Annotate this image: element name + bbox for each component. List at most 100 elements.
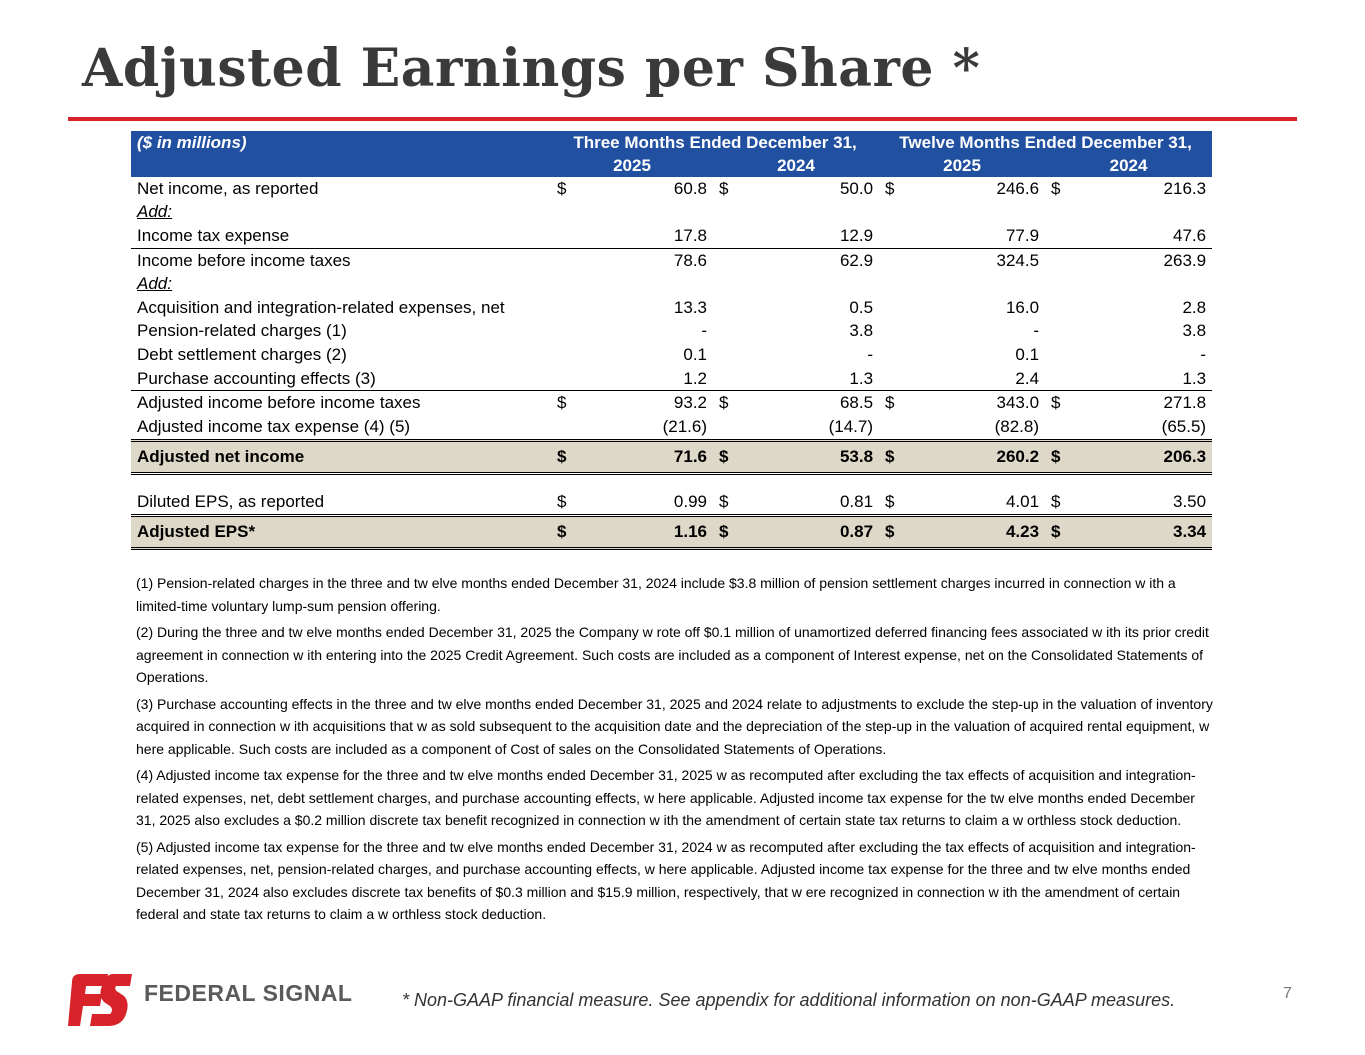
value-cell: 16.0 (1005, 297, 1040, 317)
value-cell: 1.2 (683, 368, 707, 388)
table-row: Add: (131, 201, 1212, 225)
currency-symbol (551, 343, 581, 367)
value-cell: 78.6 (581, 247, 713, 273)
value-cell: 4.01 (1005, 492, 1040, 512)
row-label: Income before income taxes (131, 247, 551, 273)
currency-symbol (1045, 343, 1075, 367)
federal-signal-logo: FEDERAL SIGNAL (68, 972, 353, 1028)
title-divider (68, 117, 1297, 121)
row-label: Purchase accounting effects (3) (137, 368, 376, 388)
currency-symbol (713, 201, 743, 225)
row-label: Adjusted EPS* (131, 514, 551, 551)
non-gaap-footnote: * Non-GAAP financial measure. See append… (402, 990, 1176, 1010)
value-cell: 2.4 (1015, 368, 1040, 388)
value-cell: 3.8 (1182, 321, 1207, 341)
currency-symbol: $ (879, 514, 910, 551)
table-row: Pension-related charges (1) - 3.8 - 3.8 (131, 320, 1212, 344)
row-label: Add: (131, 201, 551, 225)
value-cell: - (1033, 321, 1040, 341)
currency-symbol (879, 224, 909, 248)
currency-symbol (879, 296, 909, 320)
table-row: Diluted EPS, as reported $0.99 $0.81 $4.01 $… (131, 491, 1212, 516)
currency-symbol: $ (713, 438, 743, 475)
value-cell: 1.3 (849, 368, 874, 388)
table-row: Income tax expense 17.8 12.9 77.9 47.6 (131, 224, 1212, 248)
currency-symbol (1045, 272, 1075, 296)
currency-symbol: $ (719, 178, 729, 198)
page-title: Adjusted Earnings per Share * (82, 38, 981, 99)
currency-symbol: $ (1045, 390, 1076, 415)
value-cell (581, 272, 713, 296)
currency-symbol: $ (1045, 438, 1076, 475)
currency-symbol (713, 343, 743, 367)
value-cell: 0.87 (743, 514, 880, 551)
row-label: Acquisition and integration-related expe… (137, 297, 505, 317)
value-cell: 1.16 (581, 514, 713, 551)
currency-symbol: $ (1045, 514, 1076, 551)
table-row: Adjusted income before income taxes $93.2… (131, 390, 1213, 415)
value-cell: 71.6 (581, 438, 713, 475)
currency-symbol: $ (557, 492, 567, 512)
twelve-months-header: Twelve Months Ended December 31, (879, 131, 1213, 154)
value-cell: 53.8 (743, 438, 880, 475)
value-cell: 0.1 (1015, 344, 1040, 364)
currency-symbol: $ (1051, 178, 1061, 198)
value-cell: 343.0 (909, 390, 1046, 415)
value-cell: 50.0 (839, 178, 874, 198)
currency-symbol (879, 415, 909, 440)
logo-wordmark: FEDERAL SIGNAL (144, 980, 353, 1006)
table-row: Income before income taxes 78.6 62.9 324.5 2… (131, 247, 1213, 273)
table-row: Net income, as reported $60.8 $50.0 $246.6 $… (131, 177, 1212, 201)
currency-symbol (713, 272, 743, 296)
value-cell: 0.99 (673, 492, 707, 512)
value-cell: 2.8 (1182, 297, 1207, 317)
add-label: Add: (137, 274, 172, 294)
footnotes: (1) Pension-related charges in the three… (136, 572, 1216, 930)
currency-symbol: $ (885, 492, 895, 512)
currency-symbol (713, 224, 743, 248)
currency-symbol (713, 320, 743, 344)
row-label: Adjusted net income (131, 438, 551, 475)
currency-symbol (551, 201, 581, 225)
row-label: Adjusted income before income taxes (131, 390, 551, 415)
value-cell: (65.5) (1161, 416, 1207, 436)
value-cell: (14.7) (828, 416, 874, 436)
row-label: Pension-related charges (1) (137, 321, 347, 341)
row-label: Diluted EPS, as reported (137, 492, 325, 512)
table-row: Adjusted EPS* $1.16 $0.87 $4.23 $3.34 (131, 514, 1213, 551)
currency-symbol (551, 296, 581, 320)
value-cell (1075, 272, 1212, 296)
logo-icon (68, 974, 132, 1026)
currency-symbol (551, 415, 581, 440)
currency-symbol: $ (1051, 492, 1061, 512)
footnote-item: (2) During the three and tw elve months … (136, 624, 1209, 685)
currency-symbol (879, 247, 910, 273)
currency-symbol (879, 367, 909, 391)
value-cell: 47.6 (1172, 225, 1207, 245)
page-number: 7 (1283, 985, 1292, 1002)
currency-symbol (1045, 320, 1075, 344)
value-cell: 3.8 (849, 321, 874, 341)
value-cell: (21.6) (662, 416, 707, 436)
value-cell: 0.81 (839, 492, 874, 512)
value-cell: 60.8 (673, 178, 707, 198)
currency-symbol: $ (551, 390, 581, 415)
year-header: 2025 (879, 154, 1046, 177)
value-cell: 0.5 (849, 297, 874, 317)
table-header-row: ($ in millions) Three Months Ended Decem… (131, 131, 1213, 154)
value-cell: 216.3 (1163, 178, 1207, 198)
year-header: 2024 (1045, 154, 1213, 177)
table-year-row: 2025 2024 2025 2024 (131, 154, 1213, 177)
three-months-header: Three Months Ended December 31, (551, 131, 880, 154)
year-header: 2025 (551, 154, 713, 177)
footnote-item: (4) Adjusted income tax expense for the … (136, 767, 1196, 828)
value-cell: - (1200, 344, 1207, 364)
table-row: Purchase accounting effects (3) 1.2 1.3 2.4… (131, 367, 1212, 391)
currency-symbol (551, 272, 581, 296)
table-row: Debt settlement charges (2) 0.1 - 0.1 - (131, 343, 1212, 367)
table-row: Adjusted net income $71.6 $53.8 $260.2 $206.… (131, 438, 1213, 475)
currency-symbol (551, 320, 581, 344)
footnote-item: (1) Pension-related charges in the three… (136, 575, 1176, 614)
value-cell (909, 272, 1045, 296)
value-cell (909, 201, 1045, 225)
